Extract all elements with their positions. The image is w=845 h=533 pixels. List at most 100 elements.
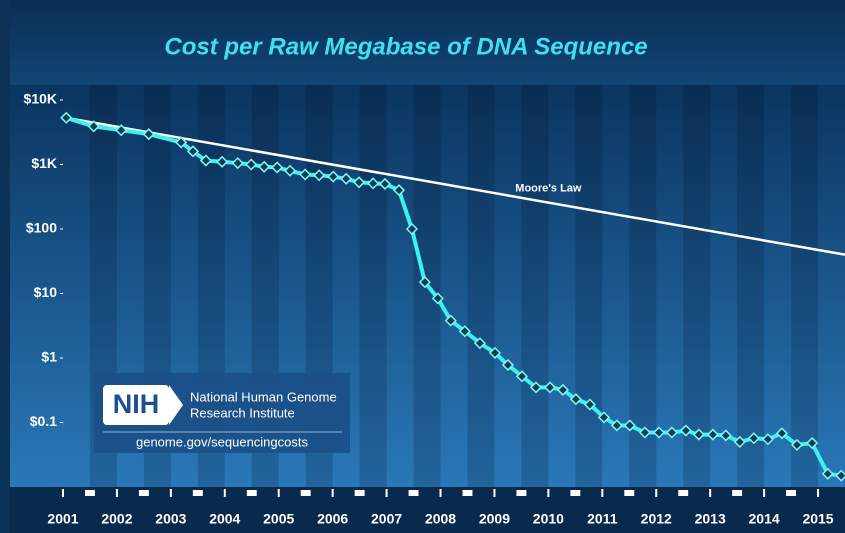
axis-segment <box>408 490 419 496</box>
data-point <box>444 314 457 327</box>
y-tick-label: $100 <box>26 220 57 236</box>
stripe <box>737 85 765 487</box>
axis-segment <box>192 490 203 496</box>
data-point <box>556 383 570 396</box>
data-point <box>378 177 392 190</box>
axis-segment <box>354 490 365 496</box>
y-tick-label: $10K <box>24 91 57 107</box>
data-point <box>821 467 834 480</box>
x-tick-label: 2008 <box>425 511 456 527</box>
data-point <box>327 170 340 183</box>
data-point <box>418 276 431 289</box>
logo: NIH National Human Genome Research Insti… <box>94 373 350 453</box>
axis-segment <box>786 490 797 496</box>
data-point <box>431 292 444 305</box>
title-band <box>10 0 845 85</box>
data-point <box>258 160 271 173</box>
plot: Moore's Law <box>60 111 845 482</box>
data-point <box>488 346 502 359</box>
data-point <box>271 161 284 174</box>
data-point <box>299 168 312 181</box>
chart-title: Cost per Raw Megabase of DNA Sequence <box>164 33 647 60</box>
data-point <box>340 172 353 185</box>
x-tick-label: 2009 <box>479 511 510 527</box>
data-point <box>733 435 746 448</box>
data-point <box>245 158 258 171</box>
legend-label: Moore's Law <box>515 182 582 194</box>
data-point <box>790 438 804 451</box>
logo-arrow <box>169 385 183 425</box>
y-tick-label: $1K <box>31 155 57 171</box>
data-point <box>199 154 212 167</box>
stripe <box>467 85 495 487</box>
axis-segment <box>300 490 311 496</box>
x-tick-label: 2006 <box>317 511 348 527</box>
y-tick-label: $1 <box>41 349 57 365</box>
x-tick-label: 2005 <box>263 511 294 527</box>
stripe <box>683 85 711 487</box>
axis-band <box>10 487 845 533</box>
x-tick-label: 2011 <box>587 511 618 527</box>
x-tick-label: 2004 <box>209 511 240 527</box>
data-point <box>216 155 229 168</box>
stripe <box>359 85 387 487</box>
axis-segment <box>85 490 95 496</box>
data-point <box>652 426 665 439</box>
data-point <box>529 381 543 394</box>
data-point <box>392 184 406 197</box>
x-tick-label: 2003 <box>155 511 186 527</box>
data-point <box>501 358 514 372</box>
data-point <box>623 419 636 432</box>
x-tick-label: 2001 <box>47 511 78 527</box>
stripe <box>575 85 603 487</box>
data-point <box>175 136 188 149</box>
data-point <box>706 428 719 441</box>
logo-mark: NIH <box>113 389 160 419</box>
data-point <box>367 177 380 190</box>
x-tick-label: 2010 <box>533 511 564 527</box>
x-tick-label: 2015 <box>802 511 833 527</box>
data-point <box>283 164 297 177</box>
data-point <box>806 436 819 450</box>
data-point <box>692 428 705 441</box>
axis-segment <box>246 490 257 496</box>
axis-segment <box>570 490 581 496</box>
axis-segment <box>624 490 635 496</box>
axis-segment <box>732 490 743 496</box>
x-tick-label: 2002 <box>101 511 132 527</box>
data-point <box>583 398 596 411</box>
trend-line <box>65 116 845 256</box>
data-point <box>405 222 418 236</box>
data-point <box>665 426 678 439</box>
x-tick-label: 2013 <box>695 511 726 527</box>
data-point <box>775 427 788 440</box>
data-point <box>569 393 582 406</box>
x-tick-label: 2007 <box>371 511 402 527</box>
data-point <box>353 176 366 189</box>
data-point <box>473 337 486 350</box>
axis-segment <box>138 490 149 496</box>
data-point <box>610 419 623 432</box>
axis-segment <box>516 490 527 496</box>
logo-badge <box>103 385 169 425</box>
stripe <box>791 85 819 487</box>
data-point <box>638 426 651 439</box>
data-point <box>142 128 155 141</box>
y-tick-label: $0.1 <box>30 413 57 429</box>
logo-url: genome.gov/sequencingcosts <box>136 434 309 449</box>
data-point <box>719 429 732 442</box>
data-point <box>186 145 200 158</box>
data-point <box>60 111 73 124</box>
data-point <box>747 432 760 445</box>
data-point <box>679 424 692 437</box>
data-point <box>515 370 529 383</box>
data-point <box>458 325 471 338</box>
y-tick-label: $10 <box>34 284 58 300</box>
axis-segment <box>462 490 473 496</box>
logo-line: Research Institute <box>190 405 295 420</box>
stripe <box>521 85 549 487</box>
data-point <box>115 124 128 137</box>
stripe <box>629 85 657 487</box>
axis-segment <box>678 490 689 496</box>
